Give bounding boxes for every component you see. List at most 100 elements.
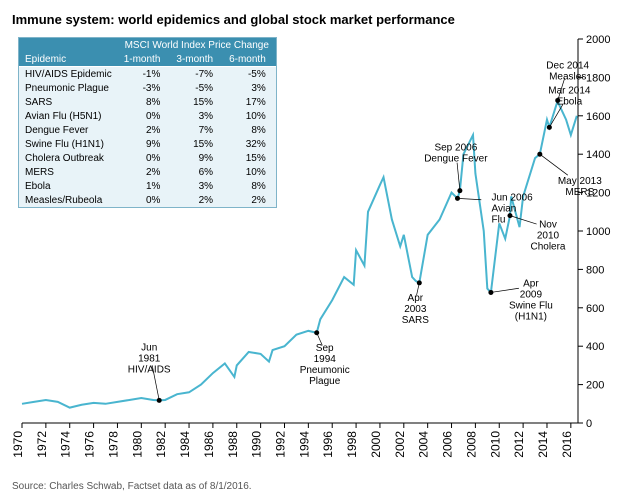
epidemic-value: 2% (170, 193, 223, 207)
x-tick-label: 2016 (560, 431, 574, 458)
y-tick-label: 1400 (586, 149, 610, 161)
table-col-2: 6-month (223, 52, 276, 67)
x-tick-label: 2002 (393, 431, 407, 458)
x-tick-label: 2000 (369, 431, 383, 458)
epidemic-value: 2% (118, 165, 171, 179)
epidemic-value: 7% (170, 123, 223, 137)
y-tick-label: 400 (586, 341, 604, 353)
event-label: Sep1994PneumonicPlague (300, 343, 350, 387)
epidemic-name: SARS (19, 95, 118, 109)
source-note: Source: Charles Schwab, Factset data as … (12, 481, 628, 492)
epidemic-value: 0% (118, 193, 171, 207)
table-row: Measles/Rubeola0%2%2% (19, 193, 276, 207)
event-label: Dec 2014Measles (546, 60, 589, 82)
table-row: Pneumonic Plague-3%-5%3% (19, 81, 276, 95)
x-tick-label: 1974 (59, 431, 73, 458)
x-tick-label: 1976 (83, 431, 97, 458)
table-row: SARS8%15%17% (19, 95, 276, 109)
epidemic-table: Epidemic MSCI World Index Price Change 1… (18, 37, 277, 208)
table-row: Avian Flu (H5N1)0%3%10% (19, 109, 276, 123)
epidemic-name: Dengue Fever (19, 123, 118, 137)
epidemic-value: 0% (118, 109, 171, 123)
epidemic-name: Pneumonic Plague (19, 81, 118, 95)
y-tick-label: 1600 (586, 111, 610, 123)
y-tick-label: 2000 (586, 34, 610, 46)
epidemic-value: 1% (118, 179, 171, 193)
y-tick-label: 200 (586, 380, 604, 392)
epidemic-value: 15% (223, 151, 276, 165)
x-tick-label: 1982 (154, 431, 168, 458)
y-tick-label: 1000 (586, 226, 610, 238)
epidemic-value: -5% (170, 81, 223, 95)
chart-title: Immune system: world epidemics and globa… (12, 12, 628, 27)
y-tick-label: 800 (586, 264, 604, 276)
x-tick-label: 2008 (464, 431, 478, 458)
epidemic-name: Measles/Rubeola (19, 193, 118, 207)
x-tick-label: 2012 (512, 431, 526, 458)
epidemic-value: -5% (223, 67, 276, 82)
epidemic-value: 32% (223, 137, 276, 151)
table-row: Cholera Outbreak0%9%15% (19, 151, 276, 165)
event-label: Apr2009Swine Flu(H1N1) (509, 278, 553, 322)
epidemic-value: 15% (170, 137, 223, 151)
epidemic-name: Ebola (19, 179, 118, 193)
x-tick-label: 1988 (226, 431, 240, 458)
table-row: MERS2%6%10% (19, 165, 276, 179)
event-dot (547, 125, 552, 130)
x-tick-label: 1990 (250, 431, 264, 458)
epidemic-name: HIV/AIDS Epidemic (19, 67, 118, 82)
x-tick-label: 1984 (178, 431, 192, 458)
table-col-0: 1-month (118, 52, 171, 67)
x-tick-label: 1996 (321, 431, 335, 458)
x-tick-label: 2010 (488, 431, 502, 458)
epidemic-value: 0% (118, 151, 171, 165)
epidemic-name: Swine Flu (H1N1) (19, 137, 118, 151)
x-tick-label: 1994 (297, 431, 311, 458)
chart-container: 0200400600800100012001400160018002000197… (12, 33, 628, 473)
event-label: Sep 2006Dengue Fever (424, 143, 488, 165)
epidemic-value: 3% (223, 81, 276, 95)
epidemic-value: 10% (223, 109, 276, 123)
event-label: Nov2010Cholera (530, 220, 565, 253)
table-col-epidemic: Epidemic (19, 38, 118, 67)
epidemic-value: 15% (170, 95, 223, 109)
epidemic-value: 2% (118, 123, 171, 137)
x-tick-label: 1970 (12, 431, 25, 458)
table-row: Dengue Fever2%7%8% (19, 123, 276, 137)
epidemic-value: 3% (170, 179, 223, 193)
event-label: Jun 2006AvianFlu (491, 192, 533, 225)
epidemic-value: 6% (170, 165, 223, 179)
epidemic-value: -1% (118, 67, 171, 82)
epidemic-value: 17% (223, 95, 276, 109)
epidemic-value: -7% (170, 67, 223, 82)
epidemic-name: Cholera Outbreak (19, 151, 118, 165)
y-tick-label: 0 (586, 418, 592, 430)
epidemic-value: -3% (118, 81, 171, 95)
x-tick-label: 2006 (441, 431, 455, 458)
table-row: Swine Flu (H1N1)9%15%32% (19, 137, 276, 151)
table-row: HIV/AIDS Epidemic-1%-7%-5% (19, 67, 276, 82)
x-tick-label: 1972 (35, 431, 49, 458)
epidemic-value: 9% (170, 151, 223, 165)
epidemic-name: Avian Flu (H5N1) (19, 109, 118, 123)
x-tick-label: 1980 (130, 431, 144, 458)
epidemic-name: MERS (19, 165, 118, 179)
epidemic-value: 9% (118, 137, 171, 151)
event-label: Apr2003SARS (402, 293, 430, 326)
x-tick-label: 1992 (273, 431, 287, 458)
x-tick-label: 1986 (202, 431, 216, 458)
y-tick-label: 600 (586, 303, 604, 315)
event-label: Jun1981HIV/AIDS (128, 342, 171, 375)
y-tick-label: 1800 (586, 72, 610, 84)
epidemic-value: 8% (118, 95, 171, 109)
x-tick-label: 2004 (417, 431, 431, 458)
epidemic-value: 2% (223, 193, 276, 207)
x-tick-label: 2014 (536, 431, 550, 458)
x-tick-label: 1998 (345, 431, 359, 458)
epidemic-value: 8% (223, 179, 276, 193)
x-tick-label: 1978 (106, 431, 120, 458)
table-row: Ebola1%3%8% (19, 179, 276, 193)
epidemic-value: 3% (170, 109, 223, 123)
table-col-1: 3-month (170, 52, 223, 67)
table-header-main: MSCI World Index Price Change (118, 38, 276, 52)
